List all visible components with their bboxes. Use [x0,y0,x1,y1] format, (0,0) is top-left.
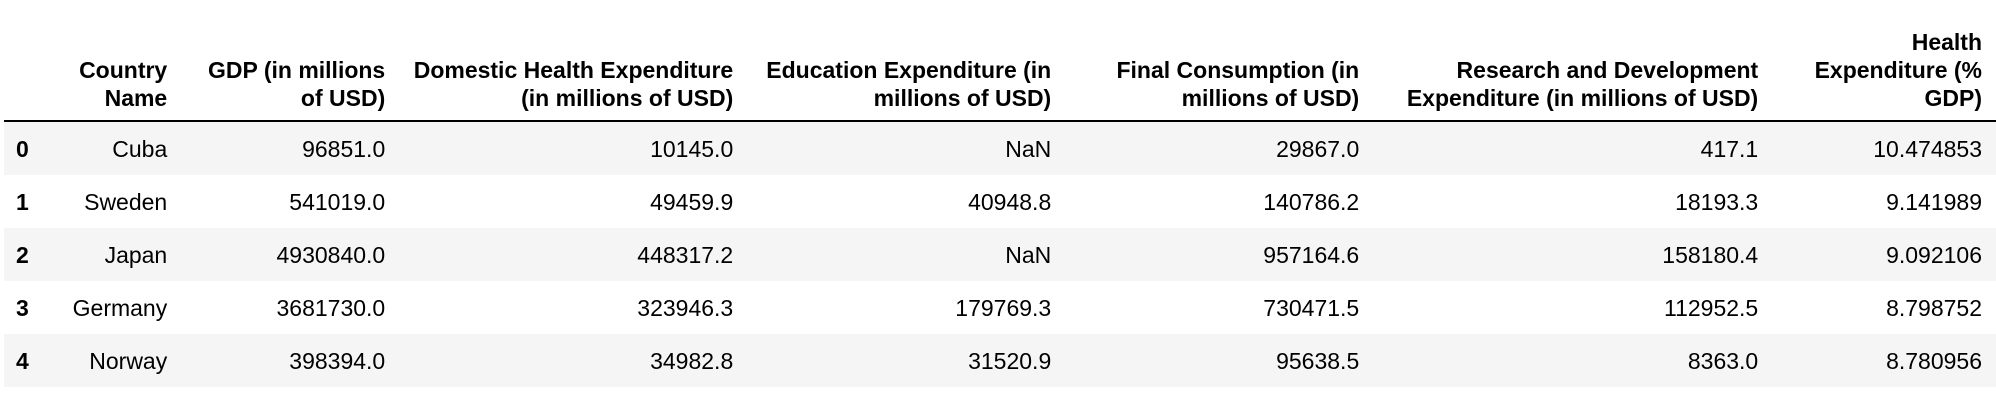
cell-research-development-expenditure: 417.1 [1700,135,1759,162]
cell-research-development-expenditure: 158180.4 [1662,241,1759,268]
column-header-health-expenditure-pct: Health Expenditure (% GDP) [1772,20,1996,122]
row-index: 0 [16,135,29,162]
cell-domestic-health-expenditure: 10145.0 [650,135,734,162]
column-header-label: GDP (in millions of USD) [208,57,386,111]
cell-final-consumption: 730471.5 [1263,294,1360,321]
cell-final-consumption: 140786.2 [1263,188,1360,215]
cell-gdp: 4930840.0 [276,241,386,268]
table-row: 3 Germany 3681730.0 323946.3 179769.3 73… [4,281,1996,334]
cell-country-name: Norway [89,347,168,374]
cell-health-expenditure-pct: 8.780956 [1886,347,1982,374]
cell-research-development-expenditure: 8363.0 [1687,347,1759,374]
row-index: 4 [16,347,29,374]
cell-education-expenditure: 40948.8 [968,188,1052,215]
cell-education-expenditure: 31520.9 [968,347,1052,374]
cell-country-name: Cuba [112,135,168,162]
cell-gdp: 398394.0 [289,347,386,374]
column-header-final-consumption: Final Consumption (in millions of USD) [1065,20,1374,122]
cell-final-consumption: 95638.5 [1276,347,1360,374]
cell-final-consumption: 29867.0 [1276,135,1360,162]
cell-domestic-health-expenditure: 323946.3 [637,294,734,321]
header-row: Country Name GDP (in millions of USD) Do… [4,20,1996,122]
column-header-label: Education Expenditure (in millions of US… [766,57,1052,111]
cell-research-development-expenditure: 18193.3 [1675,188,1759,215]
cell-research-development-expenditure: 112952.5 [1663,294,1759,321]
column-header-label: Country Name [79,57,168,111]
cell-health-expenditure-pct: 9.092106 [1886,241,1982,268]
cell-country-name: Japan [104,241,168,268]
column-header-label: Final Consumption (in millions of USD) [1116,57,1360,111]
column-header-education-expenditure: Education Expenditure (in millions of US… [747,20,1066,122]
cell-gdp: 541019.0 [289,188,386,215]
cell-domestic-health-expenditure: 49459.9 [650,188,734,215]
cell-domestic-health-expenditure: 448317.2 [637,241,734,268]
row-index: 1 [16,188,29,215]
column-header-label: Health Expenditure (% GDP) [1814,29,1982,111]
column-header-country-name: Country Name [52,20,182,122]
column-header-research-development-expenditure: Research and Development Expenditure (in… [1373,20,1773,122]
table-row: 0 Cuba 96851.0 10145.0 NaN 29867.0 417.1… [4,121,1996,175]
cell-education-expenditure: 179769.3 [955,294,1052,321]
table-header: Country Name GDP (in millions of USD) Do… [4,20,1996,122]
cell-health-expenditure-pct: 10.474853 [1873,135,1982,162]
row-index: 2 [16,241,29,268]
column-header-gdp: GDP (in millions of USD) [181,20,400,122]
row-index: 3 [16,294,29,321]
cell-education-expenditure: NaN [1005,241,1052,268]
cell-domestic-health-expenditure: 34982.8 [650,347,734,374]
column-header-label: Domestic Health Expenditure (in millions… [413,57,734,111]
table-row: 4 Norway 398394.0 34982.8 31520.9 95638.… [4,334,1996,387]
column-header-label: Research and Development Expenditure (in… [1406,57,1759,111]
cell-country-name: Sweden [84,188,168,215]
cell-country-name: Germany [72,294,168,321]
table-row: 1 Sweden 541019.0 49459.9 40948.8 140786… [4,175,1996,228]
table-row: 2 Japan 4930840.0 448317.2 NaN 957164.6 … [4,228,1996,281]
cell-health-expenditure-pct: 8.798752 [1886,294,1982,321]
cell-final-consumption: 957164.6 [1263,241,1360,268]
cell-gdp: 3681730.0 [276,294,386,321]
cell-education-expenditure: NaN [1005,135,1052,162]
table-body: 0 Cuba 96851.0 10145.0 NaN 29867.0 417.1… [4,121,1996,387]
cell-health-expenditure-pct: 9.141989 [1886,188,1982,215]
cell-gdp: 96851.0 [302,135,386,162]
dataframe-table: Country Name GDP (in millions of USD) Do… [4,20,1996,387]
column-header-index [4,20,53,122]
column-header-domestic-health-expenditure: Domestic Health Expenditure (in millions… [399,20,748,122]
